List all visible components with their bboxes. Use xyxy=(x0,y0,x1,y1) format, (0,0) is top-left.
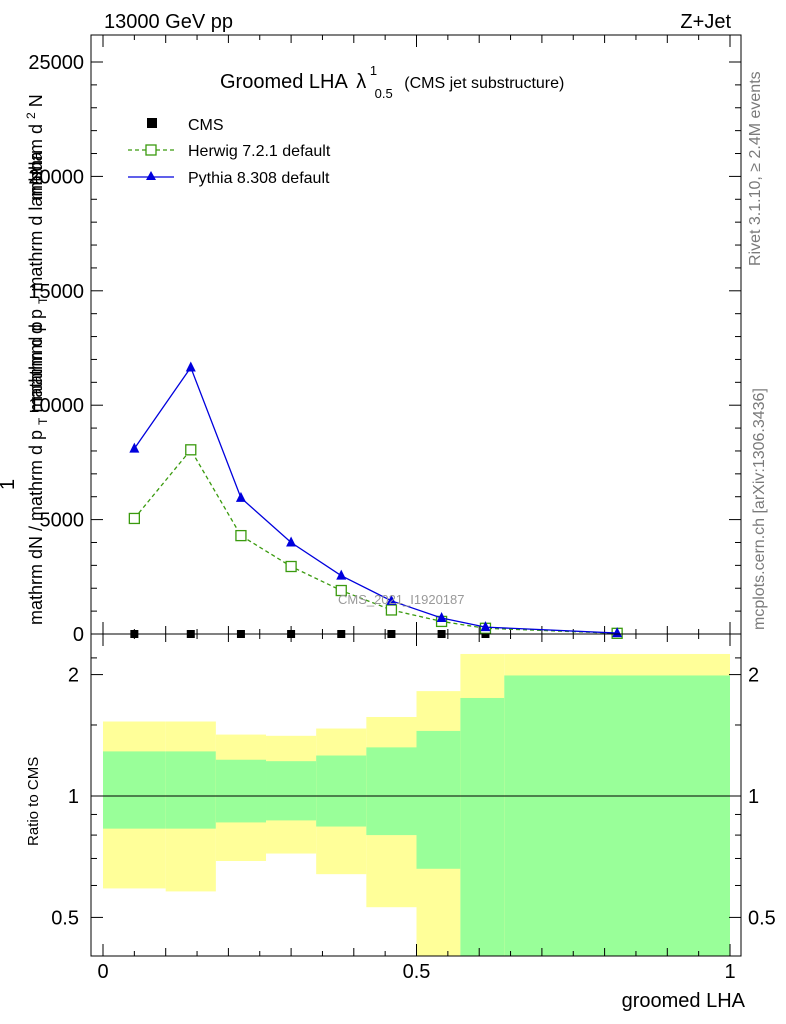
legend-item-herwig: Herwig 7.2.1 default xyxy=(128,143,331,160)
legend-label-cms: CMS xyxy=(188,117,224,134)
x-tick-label: 0 xyxy=(97,961,108,983)
svg-text:mathrm d p T: mathrm d p T mathrm d lambda xyxy=(26,151,51,400)
ratio-y-tick-label: 2 xyxy=(68,665,79,687)
chart-title: Groomed LHA λ 1 0.5 (CMS jet substructur… xyxy=(220,58,564,103)
energy-label: 13000 GeV pp xyxy=(104,11,233,33)
ratio-y-axis-label: Ratio to CMS xyxy=(25,757,42,846)
pythia-data-point xyxy=(480,621,491,632)
ratio-y-tick-label-right: 2 xyxy=(748,665,759,687)
herwig-data-point xyxy=(185,444,197,456)
ratio-y-tick-label: 0.5 xyxy=(51,907,79,929)
svg-text:mathrm d 2 N: mathrm d 2 N xyxy=(19,94,46,200)
herwig-data-point xyxy=(385,604,398,616)
pythia-data-point xyxy=(612,627,623,638)
ratio-inner-band xyxy=(316,755,367,827)
pythia-data-point xyxy=(286,536,297,547)
main-y-tick-label: 5000 xyxy=(40,510,85,532)
pythia-marker-icon xyxy=(146,171,156,180)
herwig-data-point xyxy=(285,560,297,573)
pythia-data-point xyxy=(235,491,246,502)
ratio-inner-band xyxy=(165,751,216,829)
legend-label-herwig: Herwig 7.2.1 default xyxy=(188,143,331,160)
ratio-inner-band xyxy=(215,759,267,823)
herwig-data-point xyxy=(335,584,347,597)
source-label: mcplots.cern.ch [arXiv:1306.3436] xyxy=(751,388,768,630)
legend: CMS Herwig 7.2.1 default Pythia 8.308 de… xyxy=(128,117,331,187)
herwig-data-point xyxy=(128,512,141,525)
ratio-y-tick-label-right: 0.5 xyxy=(748,907,776,929)
ratio-inner-band xyxy=(366,747,417,836)
ratio-y-tick-label: 1 xyxy=(68,786,79,808)
main-y-axis-label: 1 mathrm dN / mathrm d p T mathrm d p ma… xyxy=(0,94,51,625)
x-tick-label: 1 xyxy=(724,961,735,983)
pythia-data-point xyxy=(129,442,140,453)
main-y-tick-label: 25000 xyxy=(28,52,84,74)
herwig-data-point xyxy=(235,529,247,542)
ratio-plot-panel: 0.5 0.5 1 1 2 2 0 0.5 1 Ratio to CMS groomed LHA xyxy=(25,633,776,1012)
main-y-tick-label: 0 xyxy=(73,624,84,646)
watermark-label: CMS_2021_I1920187 xyxy=(338,592,465,607)
ratio-plot-frame xyxy=(90,633,742,957)
herwig-marker-icon xyxy=(145,144,157,156)
x-axis-label: groomed LHA xyxy=(622,990,746,1012)
legend-item-cms: CMS xyxy=(147,117,224,134)
rivet-label: Rivet 3.1.10, ≥ 2.4M events xyxy=(747,71,764,266)
ratio-inner-band xyxy=(103,751,166,829)
svg-text:mathrm dN / mathrm d p: mathrm dN / mathrm d p T mathrm d p xyxy=(26,322,51,625)
ratio-inner-band xyxy=(504,675,730,956)
pythia-data-point xyxy=(436,611,447,622)
process-label: Z+Jet xyxy=(680,11,731,33)
legend-label-pythia: Pythia 8.308 default xyxy=(188,170,330,187)
ratio-y-tick-label-right: 1 xyxy=(748,786,759,808)
main-y-tick-label: 10000 xyxy=(28,395,84,417)
main-plot-panel: 0 5000 10000 15000 20000 25000 Groomed LHA λ … xyxy=(0,34,742,646)
ratio-inner-band xyxy=(460,697,505,956)
cms-marker-icon xyxy=(147,118,157,128)
svg-text:1: 1 xyxy=(0,479,19,490)
main-y-tick-label: 20000 xyxy=(28,166,84,188)
legend-item-pythia: Pythia 8.308 default xyxy=(128,170,330,187)
ratio-inner-band xyxy=(416,730,461,869)
pythia-data-point xyxy=(386,594,397,605)
x-tick-label: 0.5 xyxy=(403,961,431,983)
pythia-data-point xyxy=(185,361,196,372)
pythia-data-point xyxy=(336,569,347,580)
ratio-inner-band xyxy=(266,761,317,821)
main-y-tick-label: 15000 xyxy=(28,281,84,303)
